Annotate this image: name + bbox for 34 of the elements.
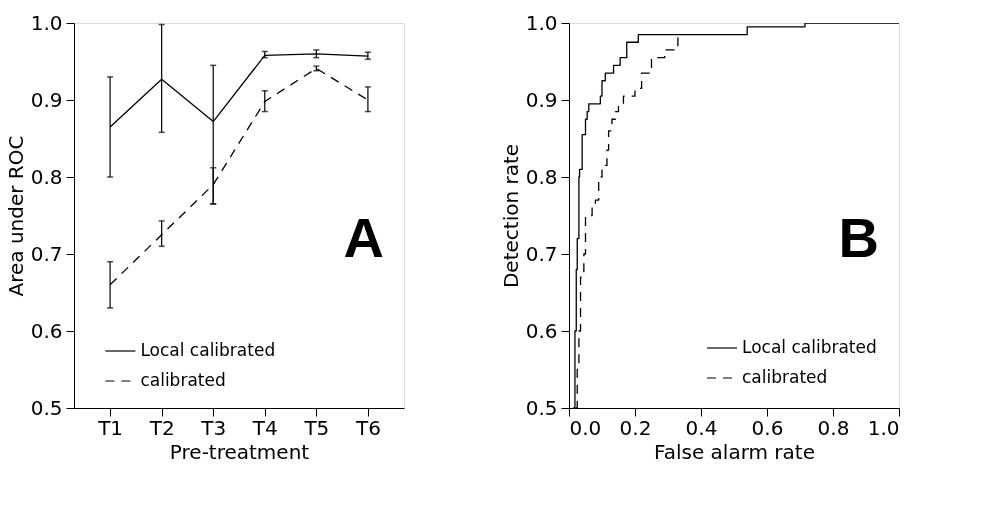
y-tick-label: 1.0 bbox=[30, 10, 63, 35]
x-tick-label: 0.2 bbox=[619, 415, 652, 440]
annotation: A bbox=[343, 206, 384, 270]
x-tick-label: T6 bbox=[354, 415, 381, 440]
y-tick-label: 0.6 bbox=[525, 318, 558, 343]
x-axis-title: False alarm rate bbox=[654, 439, 815, 464]
legend-label: Local calibrated bbox=[742, 337, 877, 357]
y-axis-title: Detection rate bbox=[498, 143, 523, 289]
x-axis-title: Pre-treatment bbox=[169, 439, 310, 464]
y-tick-label: 0.9 bbox=[525, 87, 558, 112]
x-tick-label: T3 bbox=[200, 415, 227, 440]
y-tick-label: 0.8 bbox=[30, 164, 63, 189]
legend-label: Local calibrated bbox=[140, 340, 276, 360]
y-tick-label: 0.7 bbox=[525, 241, 558, 266]
x-tick-label: T2 bbox=[148, 415, 175, 440]
legend-label: calibrated bbox=[140, 370, 226, 390]
x-tick-label: T1 bbox=[97, 415, 124, 440]
y-tick-label: 0.6 bbox=[30, 318, 63, 343]
y-tick-label: 0.8 bbox=[525, 164, 558, 189]
y-tick-label: 0.7 bbox=[30, 241, 63, 266]
y-tick-label: 0.5 bbox=[30, 395, 63, 420]
legend-label: calibrated bbox=[742, 367, 828, 387]
x-tick-label: T4 bbox=[251, 415, 278, 440]
y-tick-label: 1.0 bbox=[525, 10, 558, 35]
y-axis-title: Area under ROC bbox=[3, 135, 28, 297]
x-tick-label: 0.0 bbox=[569, 415, 602, 440]
x-tick-label: 0.4 bbox=[685, 415, 718, 440]
x-tick-label: T5 bbox=[303, 415, 330, 440]
x-tick-label: 0.8 bbox=[817, 415, 850, 440]
annotation: B bbox=[838, 206, 879, 270]
x-tick-label: 0.6 bbox=[751, 415, 784, 440]
y-tick-label: 0.5 bbox=[525, 395, 558, 420]
y-tick-label: 0.9 bbox=[30, 87, 63, 112]
x-tick-label: 1.0 bbox=[867, 415, 900, 440]
